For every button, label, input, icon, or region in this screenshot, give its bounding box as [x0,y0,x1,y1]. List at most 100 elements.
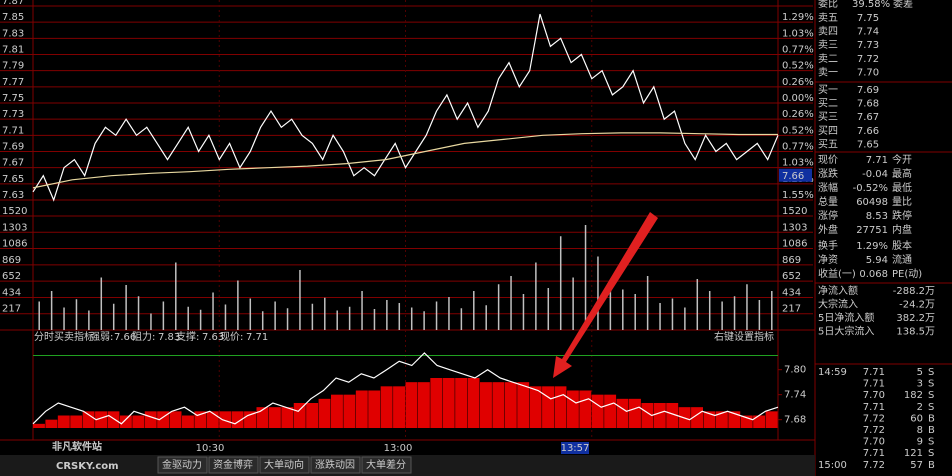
indicator-bar [45,419,58,428]
trade-vol: 57 [910,460,923,471]
quote-value: 0.068 [859,269,888,280]
y-tick-label: 217 [2,304,21,315]
indicator-bar [132,415,145,428]
indicator-bar [703,411,716,428]
book-price: 7.74 [857,27,879,38]
y-tick-label-right: 1520 [782,206,807,217]
trade-time: 14:59 [818,367,847,378]
book-price: 7.68 [857,99,879,110]
quote-value: 1.29% [856,241,888,252]
trade-side: B [928,460,935,471]
y-tick-label-right: 869 [782,255,801,266]
indicator-header: 分时买卖指标 [34,330,94,343]
tab-bg[interactable] [208,456,259,474]
indicator-bar [169,411,182,428]
book-label: 卖三 [818,39,838,51]
price-line [32,132,778,189]
indicator-header: 现价: [220,331,243,343]
book-price: 7.67 [857,112,879,123]
quote-label: PE(动) [892,268,922,280]
tab[interactable]: 资金博弈 [213,458,253,471]
tab[interactable]: 大单差分 [366,458,406,471]
pct-label: 0.52% [782,61,814,72]
quote-value: 27751 [856,225,888,236]
flow-label: 5日净流入额 [818,311,874,324]
indicator-bar [268,407,281,428]
indicator-header: 右键设置指标 [714,330,774,343]
trade-side: S [928,448,934,459]
book-price: 7.65 [857,139,879,150]
indicator-bar [343,394,356,428]
trade-vol: 8 [917,425,923,436]
time-cursor-box [561,442,589,454]
quote-label: 最低 [892,181,912,194]
trade-side: B [928,413,935,424]
trade-price: 7.71 [863,448,885,459]
pct-label: 0.52% [782,125,814,136]
indicator-bar [504,382,517,428]
book-label: 买二 [818,98,838,110]
book-label: 卖四 [818,26,838,38]
indicator-bar [641,403,654,428]
trade-vol: 121 [904,448,923,459]
trade-time: 15:00 [818,460,847,471]
indicator-bar [728,411,741,428]
book-label: 买四 [818,125,838,137]
indicator-bar [182,415,194,428]
trade-price: 7.71 [863,402,885,413]
pct-label: 0.77% [782,142,814,153]
tab-bg[interactable] [310,456,361,474]
indicator-header: 支撑: [176,330,199,343]
book-price: 7.66 [857,126,879,137]
book-header: 39.58% [852,0,890,10]
indicator-header: 7.66 [114,332,136,343]
y-tick-label-right: 1086 [782,239,807,250]
indicator-bar [194,411,207,428]
indicator-bar [380,386,393,428]
y-tick-label: 7.69 [2,142,24,153]
quote-value: 60498 [856,197,888,208]
trade-side: S [928,390,934,401]
indicator-header: 7.63 [202,332,224,343]
y-tick-label-right: 217 [782,304,801,315]
tab[interactable]: 大单动向 [264,458,304,471]
book-header: 委比 [818,0,838,10]
trade-vol: 60 [910,413,923,424]
indicator-bar [542,386,554,428]
book-header: 委差 [893,0,913,10]
trade-vol: 182 [904,390,923,401]
indicator-bar [405,382,418,428]
tab[interactable]: 涨跌动因 [315,458,355,471]
indicator-bar [144,411,157,428]
y-tick-label: 7.75 [2,93,24,104]
quote-label: 总量 [818,195,838,208]
indicator-bar [70,415,83,428]
indicator-header: 7.71 [246,332,268,343]
indicator-bar [318,398,331,428]
tab-bg[interactable] [157,456,208,474]
y-tick-label-right: 652 [782,271,801,282]
indicator-bar [517,382,530,428]
indicator-header: 阻力: [132,330,155,343]
tab[interactable]: 金驱动力 [162,458,202,471]
indicator-bar [206,411,219,428]
trade-price: 7.70 [863,390,885,401]
indicator-bar [529,386,542,428]
pct-label: 1.03% [782,158,814,169]
trade-price: 7.72 [863,425,885,436]
trade-vol: 2 [917,402,923,413]
indicator-bar [467,378,480,428]
indicator-bar [554,386,567,428]
quote-label: 量比 [892,196,912,208]
time-label: 13:57 [561,443,590,454]
tab-bg[interactable] [361,456,412,474]
y-tick-label: 7.77 [2,77,24,88]
time-label: 10:30 [196,443,225,454]
trade-side: B [928,425,935,436]
tab-bg[interactable] [259,456,310,474]
price-marker-box [779,168,812,182]
watermark: 非凡软件站 [52,440,102,453]
y-tick-label-right: 7.80 [784,365,806,376]
book-price: 7.70 [857,67,879,78]
indicator-bar [480,382,492,428]
